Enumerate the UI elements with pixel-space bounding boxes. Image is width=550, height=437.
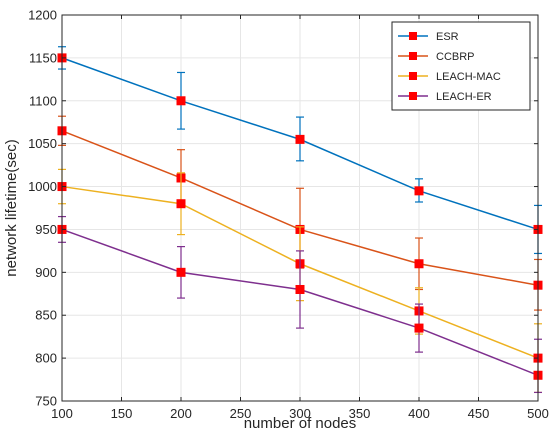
legend-label: ESR [436,31,459,43]
y-tick-label: 850 [35,308,57,323]
data-point [295,284,305,294]
x-axis-label: number of nodes [244,415,357,432]
y-tick-label: 950 [35,222,57,237]
legend-swatch-marker [409,72,417,80]
legend-swatch-marker [409,92,417,100]
data-point [295,134,305,144]
x-tick-label: 350 [349,406,371,421]
y-tick-label: 800 [35,351,57,366]
data-point [414,323,424,333]
y-tick-label: 900 [35,265,57,280]
data-point [414,186,424,196]
legend-swatch-marker [409,32,417,40]
ticks: 100 150 200 250 300 350 400 450 500 750 800 850 900 9… [28,8,549,422]
data-point [176,199,186,209]
x-tick-label: 300 [289,406,311,421]
legend-label: LEACH-ER [436,91,492,103]
x-tick-label: 450 [468,406,490,421]
data-point [176,96,186,106]
x-tick-label: 150 [111,406,133,421]
legend-label: LEACH-MAC [436,71,501,83]
legend-label: CCBRP [436,51,475,63]
legend-swatch-marker [409,52,417,60]
y-tick-label: 1000 [28,179,57,194]
x-tick-label: 100 [51,406,73,421]
y-axis-label: network lifetime(sec) [3,139,20,277]
y-tick-label: 750 [35,394,57,409]
x-tick-label: 500 [527,406,549,421]
legend: ESR CCBRP LEACH-MAC LEACH-ER [391,21,531,111]
y-tick-label: 1050 [28,136,57,151]
y-tick-label: 1100 [29,93,57,108]
x-tick-label: 200 [170,406,192,421]
y-tick-label: 1200 [28,8,57,23]
x-tick-label: 400 [408,406,430,421]
data-point [176,267,186,277]
data-point [414,259,424,269]
y-tick-label: 1150 [29,50,57,65]
x-tick-label: 250 [230,406,252,421]
